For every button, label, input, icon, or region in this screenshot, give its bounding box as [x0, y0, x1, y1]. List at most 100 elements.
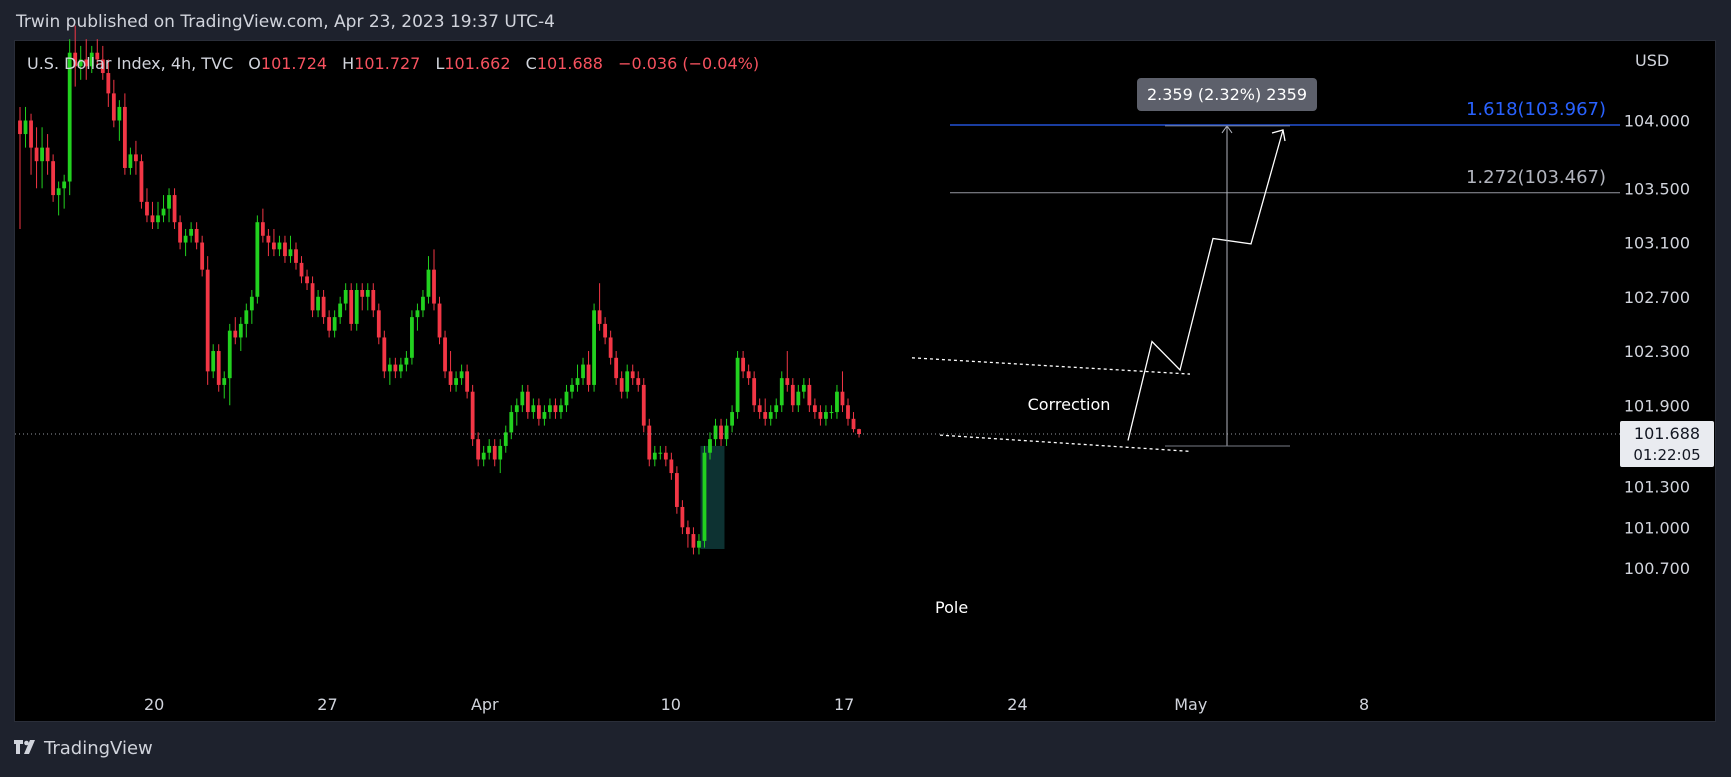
- candle-body: [614, 357, 619, 379]
- candle-body: [117, 106, 122, 121]
- time-axis: 20 27 Apr 10 17 24 May 8: [144, 695, 1369, 714]
- candle-body: [84, 59, 89, 67]
- price-tick-label: 103.100: [1624, 234, 1690, 253]
- candle-body: [73, 52, 78, 67]
- candle-body: [476, 439, 481, 460]
- candle-body: [89, 52, 94, 67]
- candle-body: [674, 473, 679, 507]
- candle-body: [238, 323, 243, 338]
- symbol-name[interactable]: U.S. Dollar Index, 4h, TVC: [27, 54, 234, 73]
- candle-body: [51, 161, 56, 196]
- candle-body: [277, 242, 282, 250]
- candle-body: [283, 242, 287, 257]
- price-tick-label: 101.300: [1624, 478, 1690, 497]
- candle-body: [514, 405, 519, 413]
- pole-label: Pole: [935, 598, 968, 617]
- candle-body: [487, 445, 492, 453]
- high-value: 101.727: [354, 54, 421, 73]
- publication-header: Trwin published on TradingView.com, Apr …: [16, 12, 555, 32]
- candle-body: [343, 290, 348, 304]
- close-label: C: [525, 54, 537, 73]
- candle-body: [481, 452, 486, 460]
- candle-body: [216, 351, 221, 385]
- current-price-value: 101.688: [1634, 424, 1700, 443]
- candle-body: [95, 52, 100, 60]
- candle-body: [161, 208, 166, 216]
- candle-body: [697, 540, 701, 548]
- candle-body: [548, 405, 552, 413]
- candle-body: [774, 405, 779, 413]
- candle-body: [702, 452, 707, 541]
- time-tick-label: 8: [1359, 695, 1369, 714]
- candle-body: [536, 405, 541, 419]
- price-tick-label: 101.900: [1624, 396, 1690, 415]
- candle-body: [178, 222, 182, 243]
- time-tick-label: 24: [1007, 695, 1027, 714]
- channel-upper-line: [911, 357, 1191, 375]
- candle-body: [23, 120, 28, 135]
- candle-body: [752, 378, 757, 406]
- candle-body: [630, 371, 635, 379]
- candle-body: [260, 222, 265, 236]
- candle-body: [18, 120, 22, 135]
- candle-body: [636, 378, 641, 385]
- high-label: H: [342, 54, 355, 73]
- candle-body: [625, 371, 630, 392]
- candle-body: [382, 337, 387, 372]
- candle-body: [266, 235, 271, 243]
- candle-body: [741, 357, 746, 372]
- candle-body: [200, 242, 205, 270]
- candle-body: [592, 310, 596, 385]
- candle-body: [586, 364, 591, 385]
- candle-body: [227, 330, 232, 379]
- candle-body: [288, 249, 293, 257]
- candle-body: [56, 188, 61, 196]
- currency-label[interactable]: USD: [1635, 51, 1670, 70]
- candle-body: [779, 378, 784, 406]
- candle-body: [851, 418, 856, 430]
- candle-body: [498, 445, 503, 460]
- chart-pane[interactable]: [14, 40, 1716, 722]
- candle-body: [708, 439, 712, 453]
- close-value: 101.688: [536, 54, 603, 73]
- candle-body: [807, 384, 812, 406]
- candle-body: [796, 391, 801, 406]
- candle-body: [730, 412, 734, 426]
- candle-body: [746, 371, 751, 379]
- candle-body: [801, 384, 806, 392]
- candle-body: [597, 310, 602, 324]
- candle-body: [465, 371, 470, 392]
- candle-body: [354, 290, 359, 324]
- open-value: 101.724: [260, 54, 328, 73]
- candle-body: [647, 425, 652, 460]
- tradingview-logo-icon[interactable]: [14, 739, 38, 758]
- candle-body: [470, 391, 475, 440]
- candle-body: [222, 378, 227, 385]
- candle-body: [189, 228, 194, 236]
- candle-body: [172, 195, 177, 223]
- candle-body: [785, 378, 790, 385]
- channel-lower-line: [939, 434, 1191, 453]
- price-tick-label: 101.000: [1624, 518, 1690, 537]
- candle-body: [128, 154, 133, 168]
- candle-body: [376, 310, 381, 338]
- candle-body: [492, 445, 497, 460]
- candle-body: [608, 337, 613, 358]
- candle-body: [426, 269, 431, 297]
- fib-1618-label: 1.618(103.967): [1466, 99, 1606, 120]
- brand-name[interactable]: TradingView: [44, 738, 153, 759]
- measure-label: 2.359 (2.32%) 2359: [1147, 85, 1307, 104]
- candle-body: [421, 296, 425, 311]
- candle-body: [272, 242, 276, 250]
- candle-body: [531, 405, 536, 413]
- candle-body: [327, 317, 332, 331]
- candle-body: [122, 106, 127, 168]
- price-tick-label: 102.700: [1624, 288, 1690, 307]
- candle-body: [338, 303, 343, 318]
- candle-body: [211, 351, 216, 372]
- candle-body: [145, 201, 149, 216]
- candle-body: [294, 249, 298, 263]
- candle-body: [398, 364, 403, 372]
- candle-body: [443, 337, 447, 372]
